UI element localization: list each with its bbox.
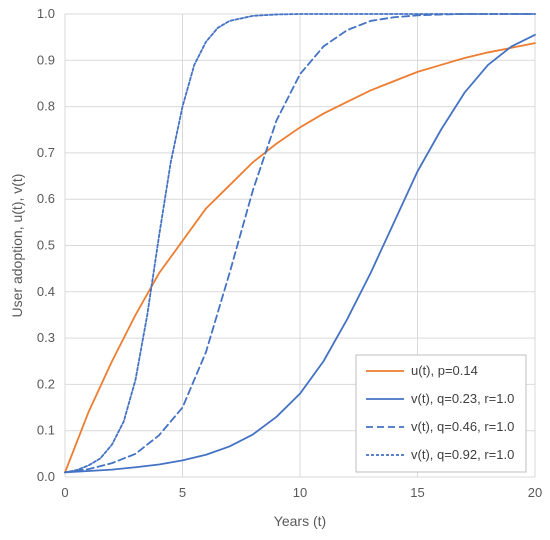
legend-label: v(t), q=0.23, r=1.0 <box>411 391 514 406</box>
x-tick-label: 0 <box>61 485 68 500</box>
x-tick-label: 5 <box>179 485 186 500</box>
y-tick-label: 0.7 <box>37 145 55 160</box>
y-tick-label: 0.6 <box>37 191 55 206</box>
x-axis-title: Years (t) <box>274 513 326 529</box>
legend: u(t), p=0.14 v(t), q=0.23, r=1.0 v(t), q=0… <box>355 354 527 473</box>
series-line-1 <box>64 42 536 474</box>
x-tick-label: 20 <box>528 485 542 500</box>
y-tick-label: 0.5 <box>37 238 55 253</box>
y-tick-label: 1.0 <box>37 6 55 21</box>
y-axis-ticks: 0.0 0.1 0.2 0.3 0.4 0.5 0.6 0.7 0.8 0.9 1.0 <box>37 6 55 484</box>
x-tick-label: 15 <box>410 485 424 500</box>
y-tick-label: 0.3 <box>37 330 55 345</box>
series-line-4 <box>64 13 536 474</box>
y-tick-label: 0.0 <box>37 469 55 484</box>
x-axis-ticks: 0 5 10 15 20 <box>61 485 542 500</box>
y-axis-title: User adoption, u(t), v(t) <box>9 174 25 318</box>
series-line-2 <box>64 33 536 474</box>
x-tick-label: 10 <box>293 485 307 500</box>
legend-box <box>355 354 527 473</box>
y-tick-label: 0.8 <box>37 99 55 114</box>
series-lines <box>64 13 536 474</box>
y-tick-label: 0.2 <box>37 376 55 391</box>
y-tick-label: 0.4 <box>37 284 55 299</box>
legend-label: v(t), q=0.46, r=1.0 <box>411 419 514 434</box>
y-tick-label: 0.1 <box>37 423 55 438</box>
y-tick-label: 0.9 <box>37 52 55 67</box>
legend-label: v(t), q=0.92, r=1.0 <box>411 447 514 462</box>
legend-label: u(t), p=0.14 <box>411 363 478 378</box>
